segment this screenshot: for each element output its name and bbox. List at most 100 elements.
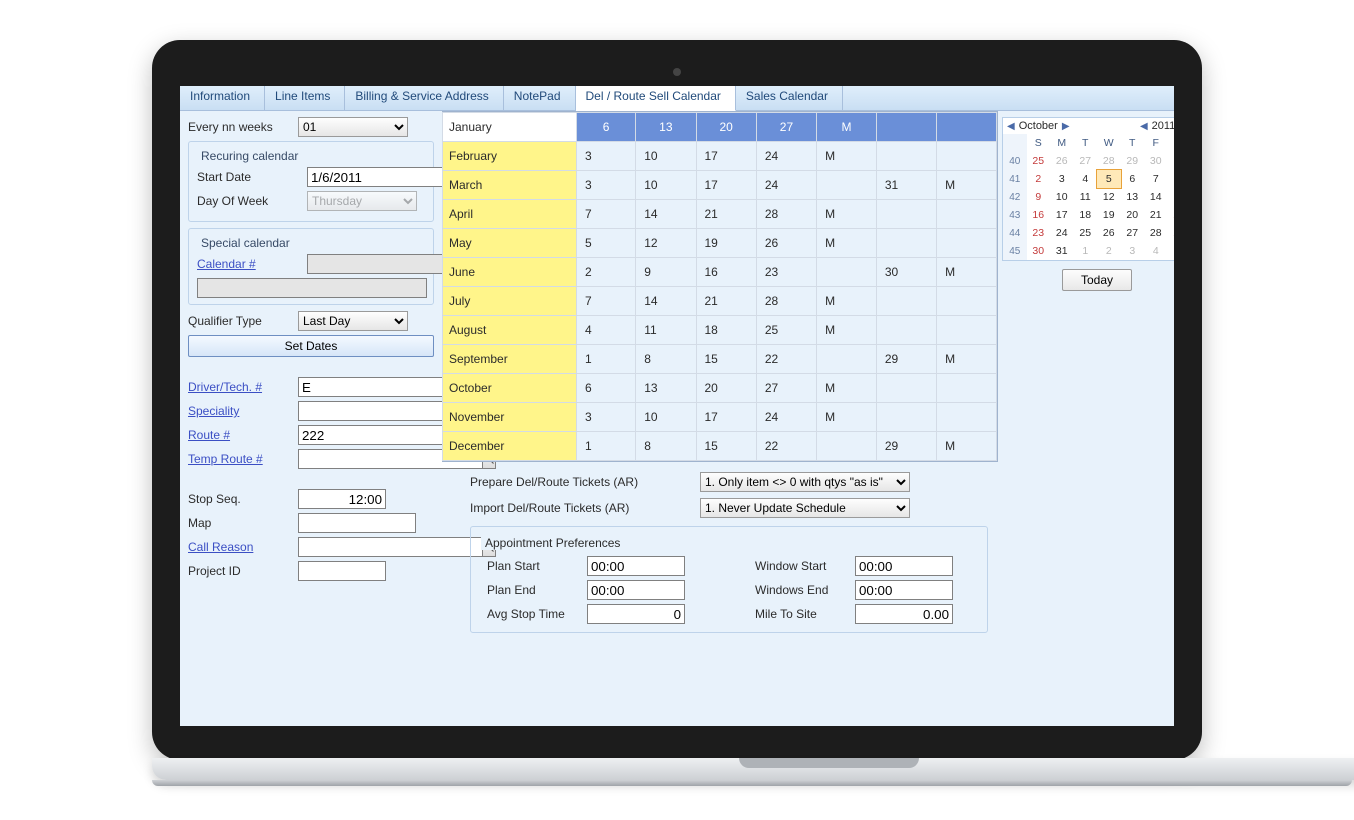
- month-grid-cell[interactable]: 15: [696, 345, 756, 374]
- mini-cal-day[interactable]: 11: [1074, 188, 1098, 206]
- stop-seq-input[interactable]: [298, 489, 386, 509]
- mini-cal-day[interactable]: 26: [1050, 152, 1074, 170]
- mini-cal-day[interactable]: 4: [1144, 242, 1168, 260]
- tab-line-items[interactable]: Line Items: [265, 86, 345, 110]
- every-nn-weeks-select[interactable]: 01: [298, 117, 408, 137]
- mini-cal-day[interactable]: 24: [1050, 224, 1074, 242]
- mini-cal-day[interactable]: 16: [1027, 206, 1051, 224]
- month-grid-cell[interactable]: 2: [577, 258, 636, 287]
- month-grid-cell[interactable]: 13: [636, 374, 696, 403]
- month-grid-cell[interactable]: 30: [876, 258, 936, 287]
- mini-cal-day[interactable]: 31: [1050, 242, 1074, 260]
- month-grid-cell[interactable]: M: [817, 316, 877, 345]
- month-grid-cell[interactable]: M: [817, 142, 877, 171]
- month-grid-cell[interactable]: M: [817, 229, 877, 258]
- mini-cal-day[interactable]: 25: [1074, 224, 1098, 242]
- mini-cal-day[interactable]: 15: [1168, 188, 1175, 206]
- month-grid-cell[interactable]: 18: [696, 316, 756, 345]
- mini-cal-day[interactable]: 2: [1097, 242, 1121, 260]
- month-grid-cell[interactable]: [937, 316, 997, 345]
- tab-information[interactable]: Information: [180, 86, 265, 110]
- month-grid-cell[interactable]: 6: [577, 374, 636, 403]
- mini-cal-day[interactable]: 27: [1121, 224, 1145, 242]
- month-grid-cell[interactable]: [817, 258, 877, 287]
- month-grid-cell[interactable]: 4: [577, 316, 636, 345]
- import-tickets-select[interactable]: 1. Never Update Schedule: [700, 498, 910, 518]
- project-id-input[interactable]: [298, 561, 386, 581]
- prepare-tickets-select[interactable]: 1. Only item <> 0 with qtys "as is": [700, 472, 910, 492]
- mini-cal-day[interactable]: 6: [1121, 170, 1145, 188]
- month-grid-cell[interactable]: 14: [636, 200, 696, 229]
- mini-cal-day[interactable]: 23: [1027, 224, 1051, 242]
- month-grid-cell[interactable]: [937, 142, 997, 171]
- mini-cal-day[interactable]: 25: [1027, 152, 1051, 170]
- month-grid-cell[interactable]: 25: [756, 316, 816, 345]
- month-grid-cell[interactable]: 17: [696, 403, 756, 432]
- mini-cal-day[interactable]: 3: [1121, 242, 1145, 260]
- month-grid-cell[interactable]: [817, 432, 877, 461]
- mini-cal-day[interactable]: 7: [1144, 170, 1168, 188]
- month-grid-cell[interactable]: M: [937, 432, 997, 461]
- mini-cal-day[interactable]: 30: [1144, 152, 1168, 170]
- temp-route-no-link[interactable]: Temp Route #: [188, 452, 298, 466]
- mini-cal-day[interactable]: 28: [1144, 224, 1168, 242]
- month-grid-cell[interactable]: [876, 229, 936, 258]
- month-grid-cell[interactable]: M: [937, 258, 997, 287]
- tab-notepad[interactable]: NotePad: [504, 86, 576, 110]
- mini-cal-day[interactable]: 1: [1168, 152, 1175, 170]
- tab-del-route-calendar[interactable]: Del / Route Sell Calendar: [576, 86, 736, 111]
- mini-cal-day[interactable]: 3: [1050, 170, 1074, 188]
- month-grid-cell[interactable]: 22: [756, 345, 816, 374]
- month-grid-cell[interactable]: 7: [577, 287, 636, 316]
- mini-cal-day[interactable]: 21: [1144, 206, 1168, 224]
- month-grid-cell[interactable]: 21: [696, 200, 756, 229]
- windows-end-input[interactable]: [855, 580, 953, 600]
- mini-cal-day[interactable]: 27: [1074, 152, 1098, 170]
- month-grid-cell[interactable]: [937, 200, 997, 229]
- mini-cal-day[interactable]: 1: [1074, 242, 1098, 260]
- mini-cal-day[interactable]: 5: [1168, 242, 1175, 260]
- month-grid-cell[interactable]: 3: [577, 171, 636, 200]
- tab-billing-service[interactable]: Billing & Service Address: [345, 86, 503, 110]
- plan-end-input[interactable]: [587, 580, 685, 600]
- month-grid-cell[interactable]: 24: [756, 403, 816, 432]
- month-grid-cell[interactable]: M: [817, 287, 877, 316]
- month-grid-cell[interactable]: 16: [696, 258, 756, 287]
- mini-cal-day[interactable]: 4: [1074, 170, 1098, 188]
- month-grid-cell[interactable]: 28: [756, 287, 816, 316]
- month-grid-cell[interactable]: 1: [577, 432, 636, 461]
- mini-cal-day[interactable]: 12: [1097, 188, 1121, 206]
- calendar-no-link[interactable]: Calendar #: [197, 257, 307, 271]
- month-grid-cell[interactable]: 11: [636, 316, 696, 345]
- month-grid-cell[interactable]: 17: [696, 171, 756, 200]
- month-grid-cell[interactable]: [937, 287, 997, 316]
- mini-cal-day[interactable]: 9: [1027, 188, 1051, 206]
- mini-cal-day[interactable]: 8: [1168, 170, 1175, 188]
- month-grid-cell[interactable]: 9: [636, 258, 696, 287]
- month-grid-cell[interactable]: 29: [876, 345, 936, 374]
- map-input[interactable]: [298, 513, 416, 533]
- driver-tech-link[interactable]: Driver/Tech. #: [188, 380, 298, 394]
- month-grid-cell[interactable]: 23: [756, 258, 816, 287]
- speciality-link[interactable]: Speciality: [188, 404, 298, 418]
- month-grid-cell[interactable]: 31: [876, 171, 936, 200]
- month-grid-cell[interactable]: M: [937, 171, 997, 200]
- month-grid-cell[interactable]: 15: [696, 432, 756, 461]
- month-grid-cell[interactable]: [876, 374, 936, 403]
- month-grid-cell[interactable]: [817, 345, 877, 374]
- month-grid-cell[interactable]: 26: [756, 229, 816, 258]
- month-grid-cell[interactable]: 10: [636, 403, 696, 432]
- month-grid-cell[interactable]: [817, 171, 877, 200]
- month-grid-cell[interactable]: 10: [636, 171, 696, 200]
- mini-cal-day[interactable]: 29: [1121, 152, 1145, 170]
- route-no-link[interactable]: Route #: [188, 428, 298, 442]
- month-grid-cell[interactable]: M: [937, 345, 997, 374]
- month-grid-cell[interactable]: [876, 200, 936, 229]
- month-grid-cell[interactable]: [937, 403, 997, 432]
- mini-cal-next-month-icon[interactable]: ▶: [1062, 121, 1070, 132]
- month-grid-cell[interactable]: 22: [756, 432, 816, 461]
- mini-cal-day[interactable]: 14: [1144, 188, 1168, 206]
- today-button[interactable]: Today: [1062, 269, 1132, 291]
- month-grid-cell[interactable]: 19: [696, 229, 756, 258]
- mini-cal-day[interactable]: 20: [1121, 206, 1145, 224]
